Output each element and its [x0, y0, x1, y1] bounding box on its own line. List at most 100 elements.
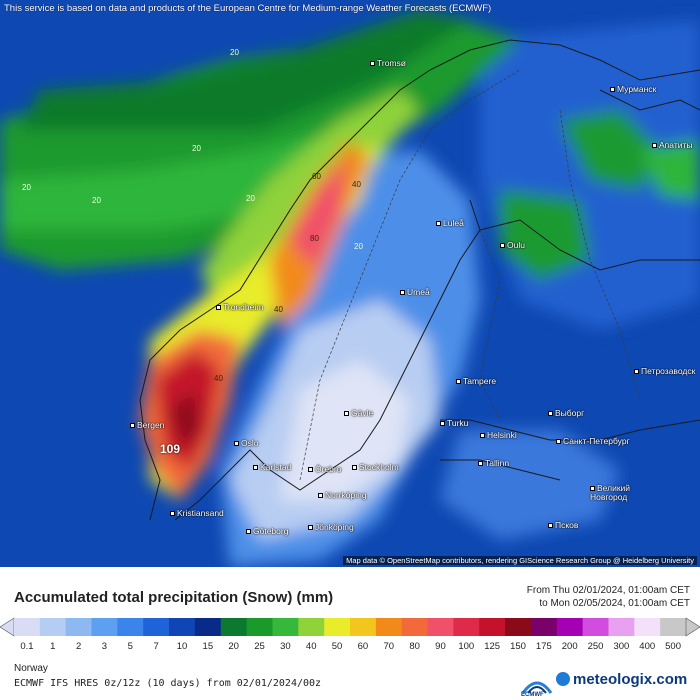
contour-label: 20	[230, 48, 239, 57]
scale-tick-label: 400	[639, 641, 656, 652]
scale-swatch	[220, 618, 248, 636]
city-label: Trondheim	[216, 302, 263, 312]
scale-tick-label: 3	[101, 641, 108, 652]
city-label: Gävle	[344, 408, 373, 418]
period-to: to Mon 02/05/2024, 01:00am CET	[539, 598, 690, 609]
scale-tick-label: 80	[409, 641, 420, 652]
city-label: Oslo	[234, 438, 258, 448]
scale-tick-label: 125	[484, 641, 501, 652]
scale-tick-label: 40	[305, 641, 317, 652]
scale-swatch	[324, 618, 351, 636]
coastlines	[139, 39, 700, 521]
scale-tick-label: 300	[613, 641, 630, 652]
scale-arrow-left	[0, 617, 15, 637]
contour-label: 40	[214, 374, 223, 383]
city-label: Umeå	[400, 287, 430, 297]
city-label: Псков	[548, 520, 578, 530]
scale-swatch	[427, 618, 454, 636]
map-canvas	[0, 10, 700, 567]
scale-swatch	[582, 618, 609, 636]
scale-tick-label: 70	[383, 641, 395, 652]
model-run-label: ECMWF IFS HRES 0z/12z (10 days) from 02/…	[14, 678, 322, 689]
scale-swatch	[143, 618, 170, 636]
scale-tick-label: 500	[665, 641, 681, 652]
contour-label: 20	[246, 194, 255, 203]
contour-label: 20	[354, 242, 363, 251]
scale-swatch	[530, 618, 558, 636]
city-label: Tromsø	[370, 58, 406, 68]
scale-arrow-right	[685, 617, 700, 637]
scale-tick-label: 30	[280, 641, 291, 652]
scale-tick-label: 25	[254, 641, 265, 652]
legend-panel: Accumulated total precipitation (Snow) (…	[0, 567, 700, 700]
city-label: Göteborg	[246, 526, 288, 536]
scale-swatch	[14, 618, 41, 636]
contour-label: 40	[274, 305, 283, 314]
city-label: Norrköping	[318, 490, 367, 500]
scale-tick-label: 250	[587, 641, 604, 652]
meteologix-icon	[556, 672, 570, 686]
data-source-notice: This service is based on data and produc…	[4, 3, 492, 14]
scale-tick-label: 150	[510, 641, 526, 652]
city-label: Мурманск	[610, 84, 656, 94]
scale-tick-label: 175	[535, 641, 552, 652]
city-label: Karlstad	[253, 462, 291, 472]
city-label: Tampere	[456, 376, 496, 386]
city-label: Oulu	[500, 240, 525, 250]
city-label: Великий Новгород	[590, 483, 631, 502]
scale-tick-label: 1	[50, 641, 56, 652]
city-label: Turku	[440, 418, 468, 428]
scale-tick-label: 7	[153, 641, 159, 652]
scale-swatch	[608, 618, 635, 636]
city-label: Kristiansand	[170, 508, 224, 518]
scale-swatch	[479, 618, 506, 636]
city-label: Bergen	[130, 420, 164, 430]
scale-tick-label: 60	[357, 641, 369, 652]
city-label: Helsinki	[480, 430, 517, 440]
ecmwf-logo	[521, 681, 553, 694]
scale-swatch	[660, 618, 687, 636]
brand-logo[interactable]: meteologix.com	[556, 671, 687, 688]
scale-tick-label: 10	[176, 641, 188, 652]
scale-swatch	[453, 618, 480, 636]
city-label: Выборг	[548, 408, 584, 418]
scale-tick-label: 50	[331, 641, 343, 652]
scale-swatch	[272, 618, 299, 636]
contour-label: 80	[310, 234, 319, 243]
scale-swatch	[350, 618, 377, 636]
contour-label: 20	[192, 144, 201, 153]
max-value-label: 109	[160, 442, 181, 456]
scale-swatch	[298, 618, 325, 636]
scale-tick-label: 20	[228, 641, 239, 652]
scale-swatch	[194, 618, 222, 636]
scale-swatch	[169, 618, 196, 636]
precipitation-map[interactable]: This service is based on data and produc…	[0, 0, 700, 567]
city-label: Örebro	[308, 464, 341, 474]
period-from: From Thu 02/01/2024, 01:00am CET	[526, 585, 690, 596]
scale-tick-label: 0.1	[20, 641, 34, 652]
scale-swatch	[91, 618, 118, 636]
map-credits: Map data © OpenStreetMap contributors, r…	[343, 556, 697, 565]
scale-swatch	[246, 618, 273, 636]
city-label: Петрозаводск	[634, 366, 695, 376]
scale-tick-label: 200	[561, 641, 578, 652]
city-label: Санкт-Петербург	[556, 436, 630, 446]
contour-label: 20	[92, 196, 101, 205]
legend-title: Accumulated total precipitation (Snow) (…	[14, 589, 334, 606]
scale-swatch	[117, 618, 144, 636]
scale-swatch	[39, 618, 67, 636]
contour-label: 40	[352, 180, 361, 189]
scale-swatch	[634, 618, 661, 636]
scale-swatch	[375, 618, 403, 636]
scale-tick-label: 2	[75, 641, 82, 652]
city-label: Tallinn	[478, 458, 509, 468]
scale-swatch	[556, 618, 584, 636]
scale-swatch	[505, 618, 532, 636]
city-label: Stockholm	[352, 462, 399, 472]
color-scale-bar	[0, 617, 700, 637]
contour-label: 60	[312, 172, 321, 181]
borders	[299, 69, 641, 481]
region-label: Norway	[14, 663, 48, 674]
city-label: Апатиты	[652, 140, 692, 150]
ecmwf-logo-text: ECMWF	[521, 692, 544, 698]
